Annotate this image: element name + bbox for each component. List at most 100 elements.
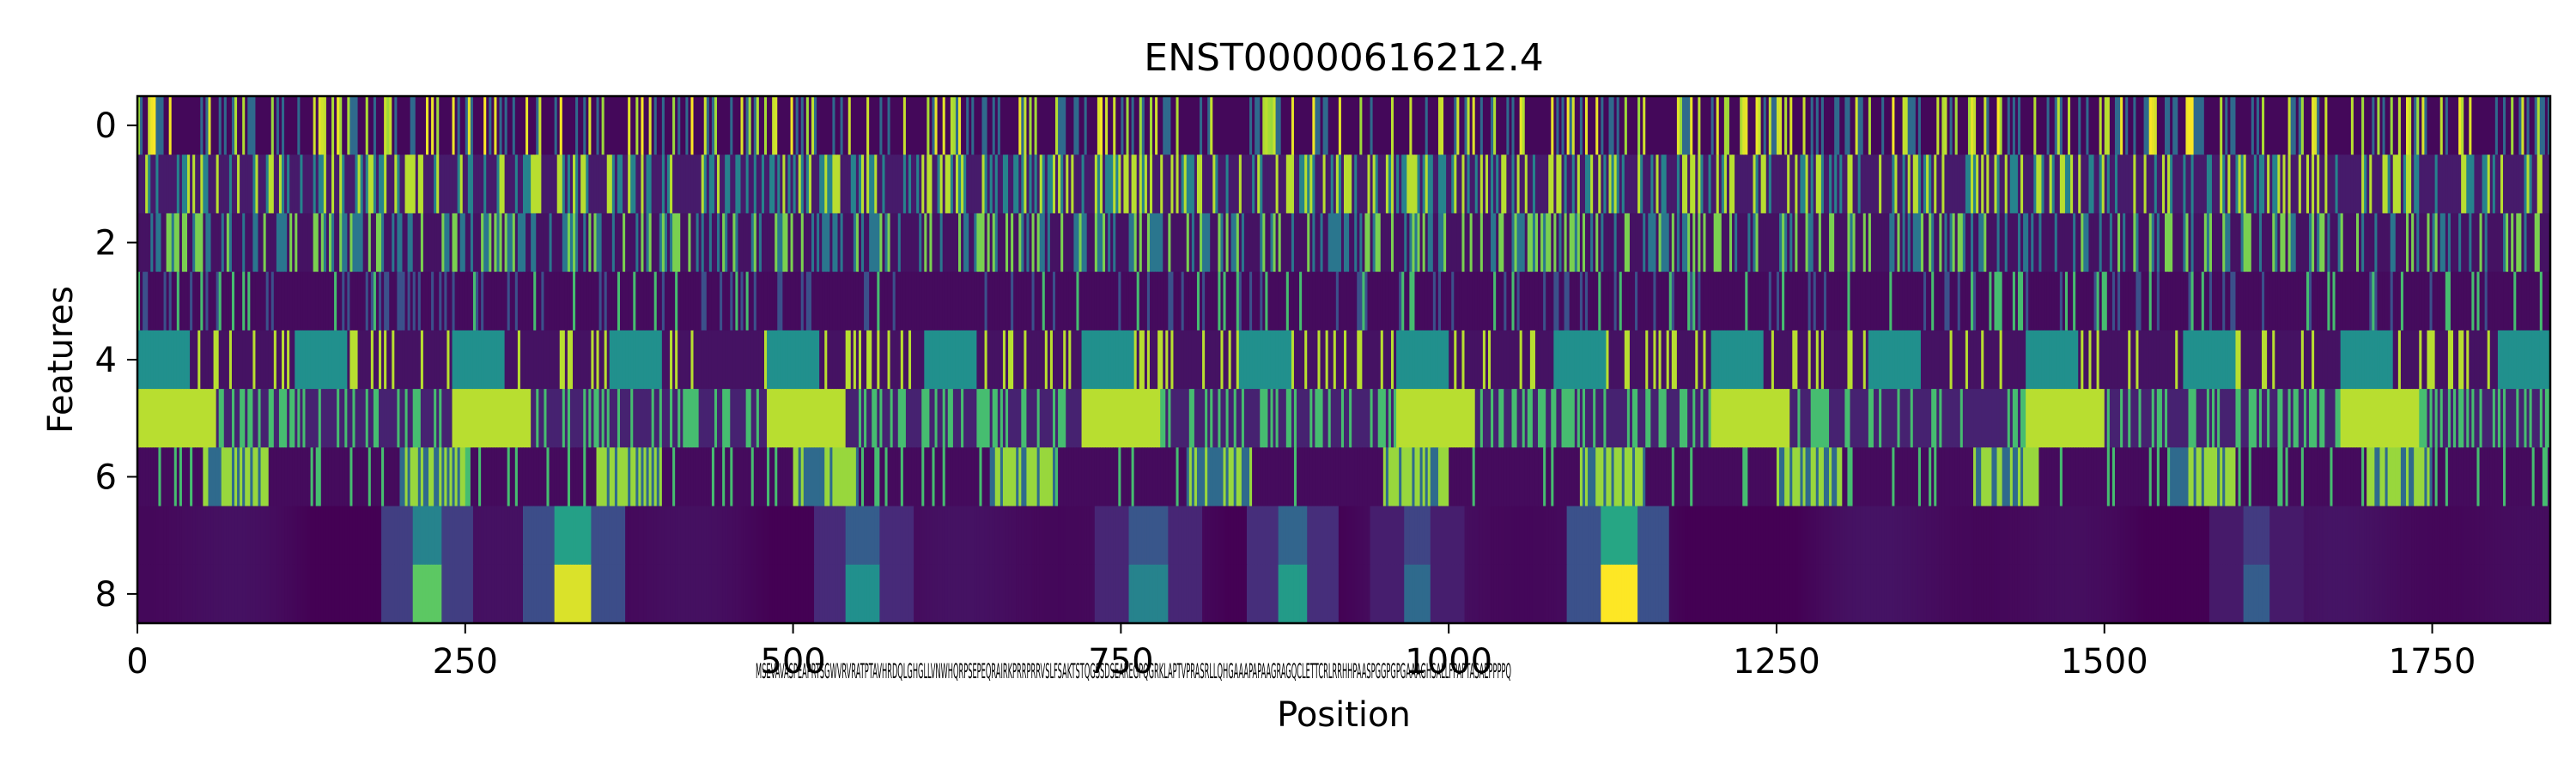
heatmap-cell (1362, 213, 1366, 273)
heatmap-cell (2439, 155, 2444, 214)
heatmap-cell (2414, 96, 2417, 155)
heatmap-cell (1390, 155, 1394, 214)
heatmap-cell (1338, 271, 1342, 331)
heatmap-cell (1325, 155, 1329, 214)
heatmap-cell (1344, 155, 1347, 214)
heatmap-cell (2046, 271, 2050, 331)
heatmap-cell (934, 96, 939, 155)
heatmap-cell (593, 213, 598, 273)
heatmap-cell (1399, 213, 1402, 273)
heatmap-cell (1212, 271, 1216, 331)
heatmap-cell (1364, 213, 1369, 273)
heatmap-cell (250, 213, 253, 273)
heatmap-cell (1275, 96, 1279, 155)
heatmap-cell (638, 213, 642, 273)
heatmap-cell (1335, 155, 1340, 214)
heatmap-cell (331, 155, 335, 214)
heatmap-cell (1461, 155, 1466, 214)
heatmap-cell (2469, 213, 2472, 273)
heatmap-cell (596, 155, 600, 214)
heatmap-cell (2156, 213, 2160, 273)
heatmap-cell (688, 271, 692, 331)
heatmap-cell (462, 213, 466, 273)
heatmap-cell (1981, 271, 1984, 331)
heatmap-cell (2125, 155, 2129, 214)
heatmap-cell (2432, 213, 2436, 273)
heatmap-cell (1218, 96, 1222, 155)
heatmap-cell (1561, 155, 1565, 214)
heatmap-cell (1401, 271, 1405, 331)
heatmap-cell (643, 213, 647, 273)
heatmap-cell (1564, 271, 1568, 331)
heatmap-cell (1399, 155, 1402, 214)
heatmap-cell (2300, 155, 2305, 214)
heatmap-cell (580, 96, 584, 155)
heatmap-cell (1133, 155, 1138, 214)
heatmap-cell (278, 271, 283, 331)
heatmap-cell (1212, 96, 1216, 155)
heatmap-cell (2227, 213, 2231, 273)
heatmap-cell (858, 96, 862, 155)
heatmap-cell (323, 213, 327, 273)
heatmap-cell (2017, 96, 2021, 155)
heatmap-cell (785, 271, 789, 331)
heatmap-cell (1784, 271, 1788, 331)
heatmap-cell (203, 213, 207, 273)
heatmap-cell (2262, 96, 2265, 155)
heatmap-cell (2086, 155, 2090, 214)
heatmap-cell (410, 271, 414, 331)
heatmap-cell (389, 96, 392, 155)
heatmap-cell (1577, 213, 1581, 273)
heatmap-cell (714, 96, 718, 155)
heatmap-cell (559, 96, 563, 155)
heatmap-cell (197, 155, 201, 214)
heatmap-cell (355, 96, 359, 155)
heatmap-cell (653, 213, 658, 273)
heatmap-cell (879, 271, 884, 331)
heatmap-cell (1991, 155, 1996, 214)
heatmap-cell (1548, 155, 1552, 214)
heatmap-cell (1479, 213, 1484, 273)
heatmap-cell (837, 155, 841, 214)
heatmap-cell (950, 96, 954, 155)
heatmap-cell (696, 213, 700, 273)
heatmap-cell (2251, 213, 2255, 273)
heatmap-cell (554, 213, 558, 273)
heatmap-cell (1569, 271, 1573, 331)
heatmap-cell (2012, 271, 2016, 331)
heatmap-cell (1823, 96, 1827, 155)
heatmap-cell (2170, 96, 2173, 155)
heatmap-cell (1621, 155, 1625, 214)
heatmap-cell (1149, 213, 1153, 273)
heatmap-cell (270, 213, 275, 273)
heatmap-cell (1454, 96, 1457, 155)
heatmap-cell (1795, 96, 1799, 155)
heatmap-cell (481, 271, 484, 331)
heatmap-cell (1779, 155, 1783, 214)
heatmap-cell (1026, 271, 1030, 331)
heatmap-cell (1944, 96, 1948, 155)
heatmap-cell (761, 213, 765, 273)
heatmap-cell (2036, 96, 2040, 155)
heatmap-cell (260, 271, 264, 331)
heatmap-cell (1230, 96, 1235, 155)
heatmap-cell (1996, 271, 2001, 331)
heatmap-cell (1183, 213, 1188, 273)
heatmap-cell (598, 96, 603, 155)
heatmap-cell (969, 271, 972, 331)
heatmap-cell (2392, 96, 2397, 155)
heatmap-cell (1359, 271, 1363, 331)
heatmap-cell (1910, 155, 1914, 214)
heatmap-cell (1066, 213, 1069, 273)
heatmap-cell (578, 96, 581, 155)
heatmap-cell (1929, 155, 1932, 214)
heatmap-cell (270, 271, 275, 331)
heatmap-cell (2180, 213, 2184, 273)
heatmap-cell (2494, 213, 2499, 273)
heatmap-cell (1540, 96, 1544, 155)
heatmap-cell (777, 96, 781, 155)
heatmap-cell (237, 155, 240, 214)
heatmap-cell (2445, 213, 2449, 273)
heatmap-cell (2020, 155, 2024, 214)
